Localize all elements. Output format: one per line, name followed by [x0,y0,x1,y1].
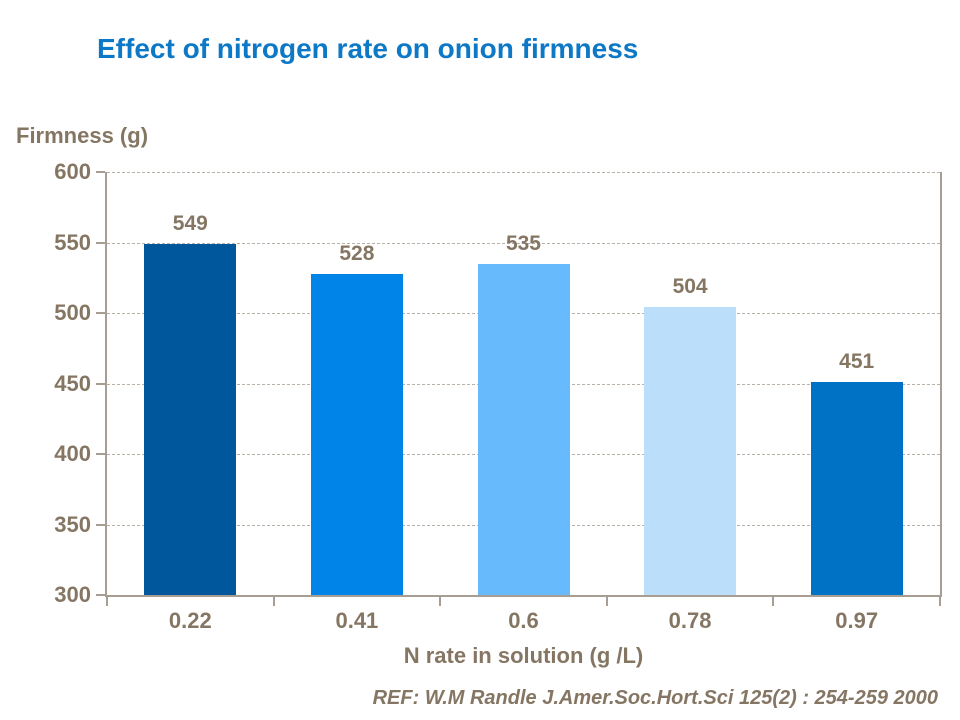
y-tick-mark [96,523,105,526]
y-tick-label: 350 [54,511,91,537]
x-tick-mark [439,597,442,606]
bar-0.22 [144,243,237,595]
bar-0.78 [644,307,737,595]
x-tick-label: 0.41 [335,608,379,633]
y-axis-line [105,172,107,597]
x-tick-label: 0.22 [168,608,212,633]
y-tick-label: 400 [54,441,91,466]
bar-0.41 [310,273,403,595]
bar-value-label: 528 [339,241,375,265]
bar-0.97 [810,382,903,595]
y-tick-label: 600 [54,159,91,184]
y-tick-label: 500 [54,300,91,325]
x-tick-label: 0.6 [508,608,539,633]
x-tick-mark [772,597,775,606]
y-tick-mark [96,312,105,314]
x-tick-label: 0.97 [835,608,879,633]
y-tick-mark [96,241,105,244]
y-tick-mark [96,382,105,385]
chart-title: Effect of nitrogen rate on onion firmnes… [97,33,639,64]
y-tick-mark [96,453,105,455]
plot-right-border [940,172,942,595]
x-tick-mark [939,597,941,606]
y-tick-mark [96,171,105,173]
gridline [107,172,940,173]
x-tick-mark [106,597,108,606]
x-axis-line [105,595,942,597]
x-tick-mark [272,597,275,606]
y-tick-label: 300 [54,582,91,607]
bar-value-label: 504 [672,275,708,299]
gridline [107,242,940,244]
bar-value-label: 535 [505,231,541,255]
bar-value-label: 549 [172,211,208,235]
y-tick-label: 550 [54,229,91,255]
y-tick-mark [96,594,105,596]
bar-0.6 [477,263,570,595]
bar-value-label: 451 [839,350,875,374]
y-tick-label: 450 [54,370,91,396]
x-tick-mark [605,597,608,606]
x-tick-label: 0.78 [668,608,712,633]
plot-area: 300 350 400 450 500 550 600 549 528 535 504 451 0.… [54,160,942,668]
y-axis-title: Firmness (g) [16,123,149,148]
x-axis-title: N rate in solution (g /L) [403,643,644,668]
reference-text: REF: W.M Randle J.Amer.Soc.Hort.Sci 125(… [372,687,938,709]
